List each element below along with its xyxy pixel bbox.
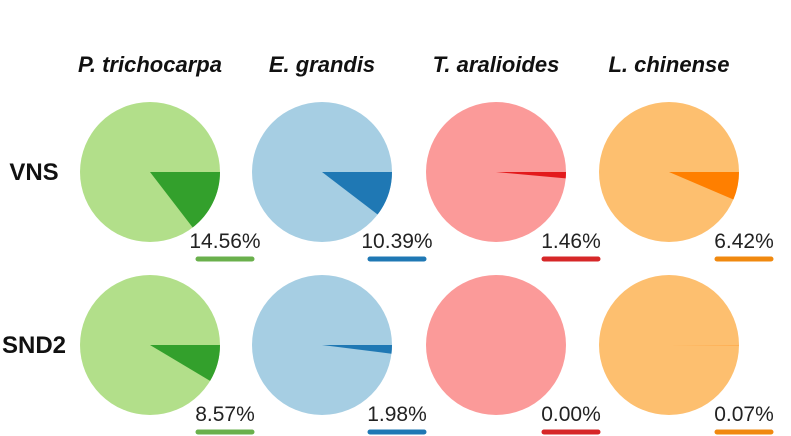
row-label-snd2: SND2 [2, 332, 66, 359]
pie-slice-vns-p-trichocarpa [150, 172, 220, 228]
pie-slice-snd2-e-grandis [322, 345, 392, 354]
species-title-e-grandis: E. grandis [269, 52, 375, 77]
species-title-p-trichocarpa: P. trichocarpa [78, 52, 222, 77]
pie-background-snd2-t-aralioides [426, 275, 566, 415]
species-title-l-chinense: L. chinense [608, 52, 729, 77]
percent-label-snd2-t-aralioides: 0.00% [541, 403, 601, 426]
percent-label-vns-p-trichocarpa: 14.56% [189, 230, 260, 253]
percent-label-vns-t-aralioides: 1.46% [541, 230, 601, 253]
pie-slice-vns-l-chinense [669, 172, 739, 200]
species-title-t-aralioides: T. aralioides [433, 52, 560, 77]
percent-label-vns-e-grandis: 10.39% [361, 230, 432, 253]
pie-slice-vns-e-grandis [322, 172, 392, 215]
percent-label-snd2-p-trichocarpa: 8.57% [195, 403, 255, 426]
pie-slice-vns-t-aralioides [496, 172, 567, 179]
pie-slice-snd2-p-trichocarpa [150, 345, 220, 381]
percent-label-snd2-e-grandis: 1.98% [367, 403, 427, 426]
row-label-vns: VNS [9, 159, 58, 186]
percent-label-vns-l-chinense: 6.42% [714, 230, 774, 253]
percent-label-snd2-l-chinense: 0.07% [714, 403, 774, 426]
